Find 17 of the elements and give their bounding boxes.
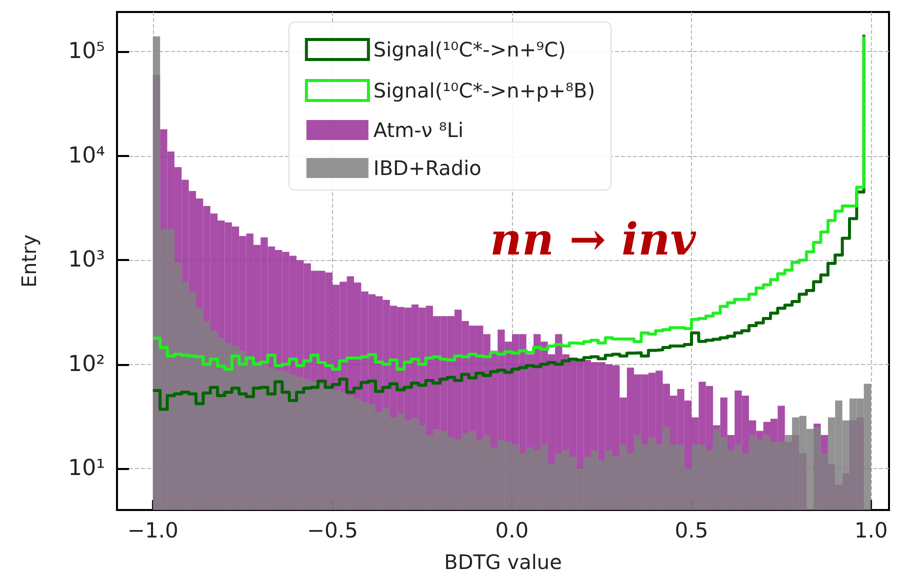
x-tick-label: 0.0 <box>495 518 529 542</box>
y-axis-title: Entry <box>17 234 41 288</box>
y-tick-label: 10⁵ <box>68 39 105 64</box>
legend-label: Signal(¹⁰C*->n+⁹C) <box>373 38 566 62</box>
x-tick-label: 1.0 <box>854 518 888 542</box>
x-tick-label: −1.0 <box>127 518 178 542</box>
x-tick-label: 0.5 <box>674 518 708 542</box>
legend-label: IBD+Radio <box>373 156 482 180</box>
y-tick-label: 10³ <box>68 248 105 273</box>
y-tick-label: 10¹ <box>68 456 105 482</box>
y-tick-label: 10⁴ <box>68 143 106 168</box>
legend-label: Atm-ν ⁸Li <box>373 118 464 142</box>
x-tick-label: −0.5 <box>306 518 358 542</box>
y-tick-label: 10² <box>68 352 105 377</box>
annotation: nn → inv <box>490 214 696 266</box>
x-axis-title: BDTG value <box>444 550 562 574</box>
legend-label: Signal(¹⁰C*->n+p+⁸B) <box>373 78 596 102</box>
